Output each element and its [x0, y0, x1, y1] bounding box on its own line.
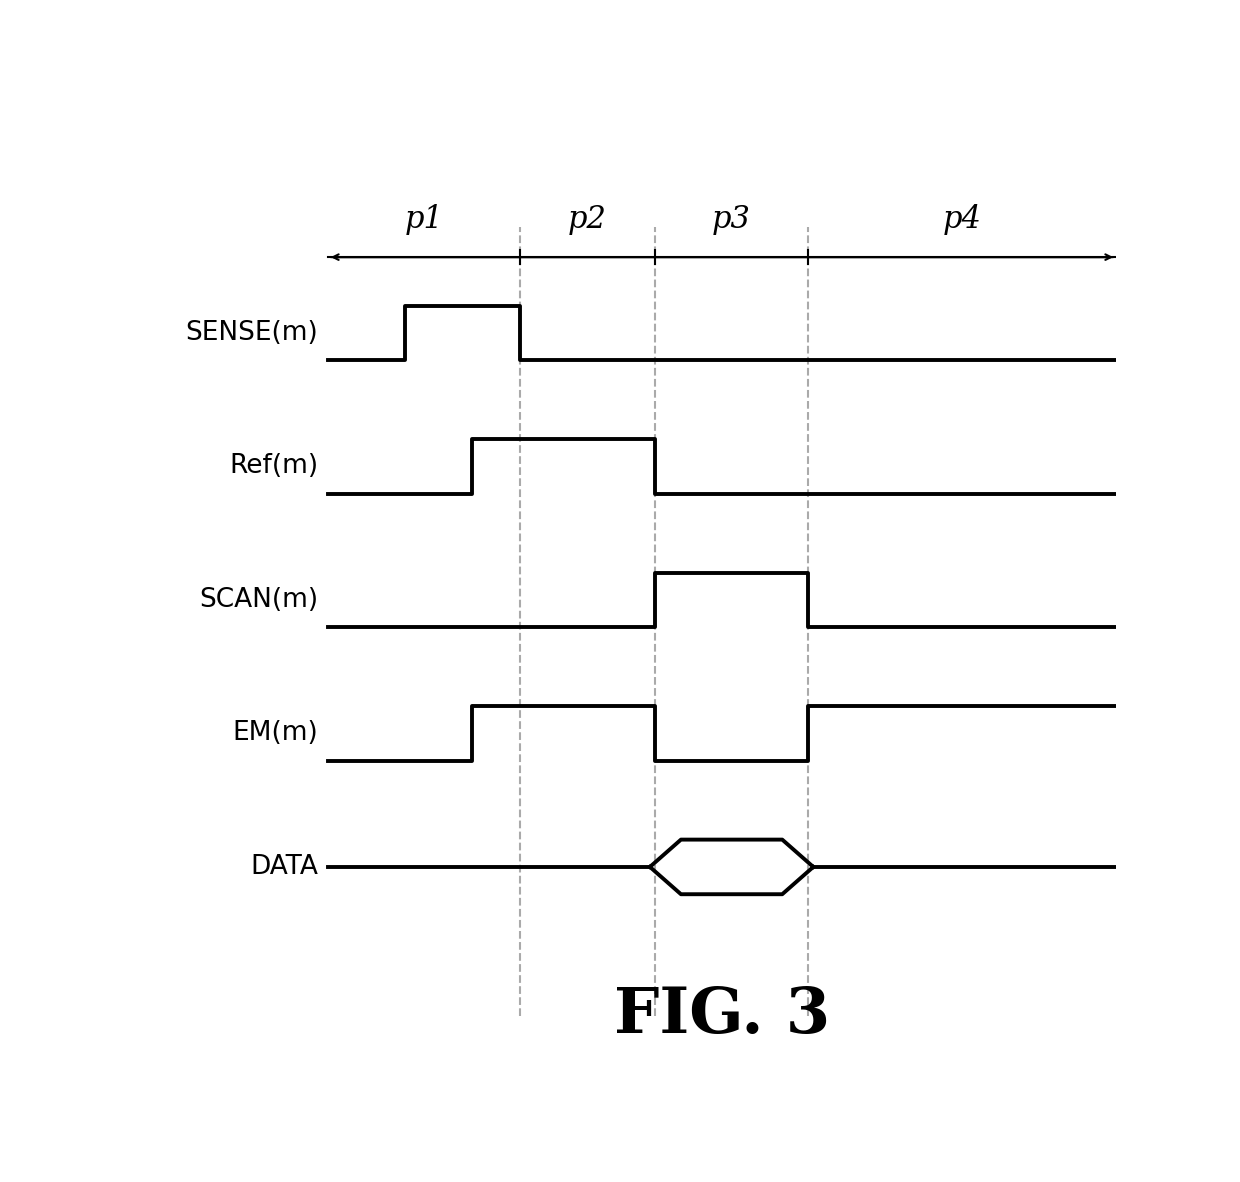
Text: DATA: DATA	[250, 853, 319, 879]
Text: SCAN(m): SCAN(m)	[200, 587, 319, 613]
Text: Ref(m): Ref(m)	[229, 454, 319, 480]
Text: p3: p3	[712, 204, 751, 235]
Text: p4: p4	[942, 204, 982, 235]
Text: p1: p1	[404, 204, 444, 235]
Text: EM(m): EM(m)	[233, 721, 319, 746]
Text: FIG. 3: FIG. 3	[614, 985, 830, 1046]
Text: SENSE(m): SENSE(m)	[186, 320, 319, 346]
Text: p2: p2	[568, 204, 606, 235]
